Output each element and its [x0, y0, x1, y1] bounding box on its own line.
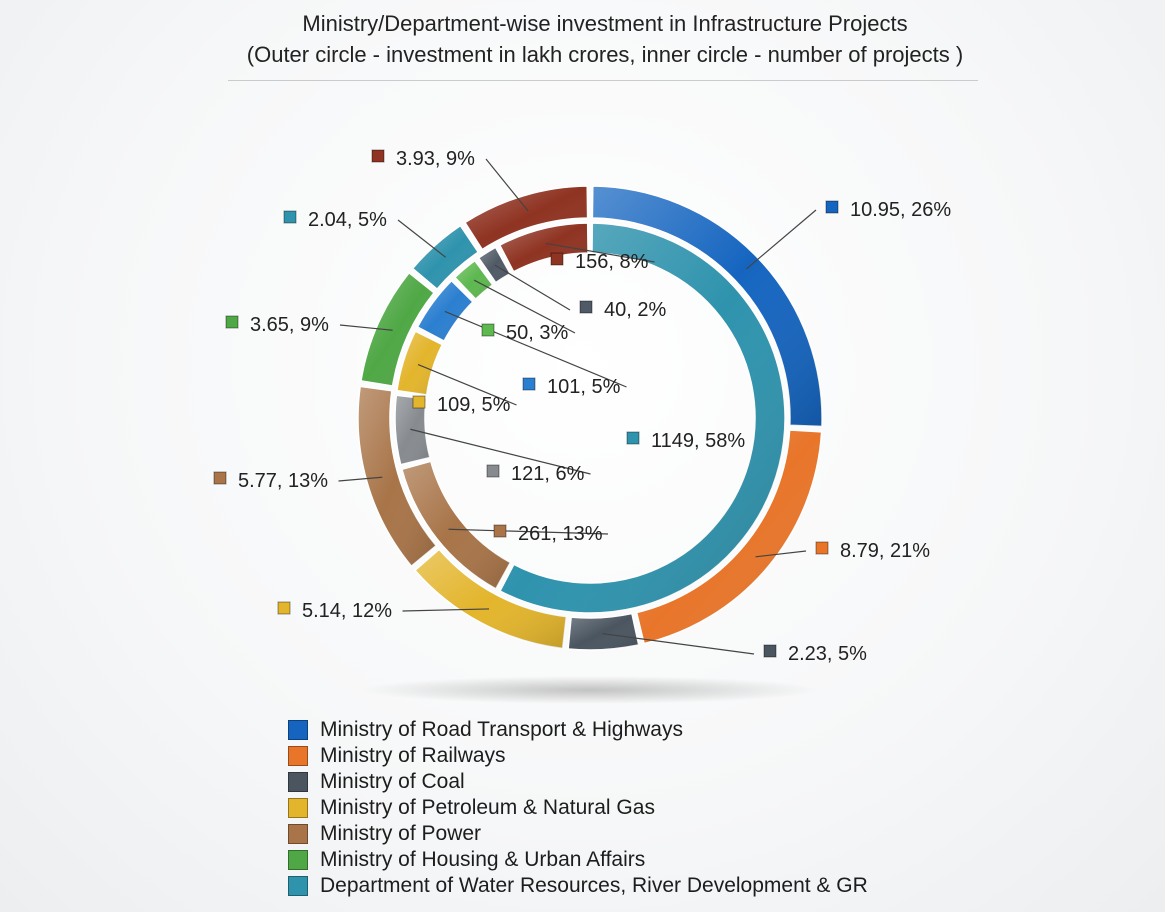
inner-data-label: 156, 8%	[575, 251, 649, 273]
inner-slice-sheen	[478, 247, 511, 283]
outer-leader-line	[339, 324, 393, 331]
outer-slice-sheen	[636, 430, 822, 644]
outer-label-marker	[815, 541, 829, 555]
outer-slice-sheen	[360, 272, 435, 387]
outer-leader-line	[755, 550, 807, 558]
inner-slice-sheen	[499, 223, 589, 272]
inner-leader-line	[444, 310, 627, 388]
outer-data-label: 10.95, 26%	[850, 199, 951, 221]
outer-data-label: 3.93, 9%	[396, 148, 475, 170]
outer-slice-sheen	[415, 549, 567, 649]
outer-data-label: 3.65, 9%	[250, 314, 329, 336]
outer-data-label: 2.23, 5%	[788, 643, 867, 665]
inner-data-label: 101, 5%	[547, 376, 621, 398]
legend-swatch	[288, 746, 308, 766]
inner-slice-sheen	[396, 331, 443, 395]
inner-data-label: 50, 3%	[506, 322, 568, 344]
chart-title: Ministry/Department-wise investment in I…	[302, 11, 908, 36]
legend-item-water: Department of Water Resources, River Dev…	[288, 873, 928, 899]
outer-leader-line	[602, 633, 755, 655]
legend-swatch	[288, 824, 308, 844]
inner-data-label: 261, 13%	[518, 523, 603, 545]
inner-label-marker	[481, 323, 495, 337]
inner-slice-sheen	[417, 280, 473, 341]
legend: Ministry of Road Transport & Highways Mi…	[288, 717, 928, 899]
inner-data-label: 109, 5%	[437, 394, 511, 416]
inner-label-marker	[522, 377, 536, 391]
outer-leader-line	[745, 209, 817, 270]
inner-leader-line	[545, 242, 655, 263]
inner-label-marker	[412, 395, 426, 409]
outer-leader-line	[397, 219, 447, 258]
outer-leader-line	[402, 608, 490, 612]
inner-slice-sheen	[401, 461, 511, 589]
inner-slice-sheen	[454, 260, 493, 300]
inner-data-label: 121, 6%	[511, 463, 585, 485]
legend-swatch	[288, 850, 308, 870]
outer-label-marker	[283, 210, 297, 224]
chart-subtitle: (Outer circle - investment in lakh crore…	[246, 42, 964, 67]
inner-label-marker	[550, 252, 564, 266]
outer-label-marker	[213, 471, 227, 485]
legend-label: Ministry of Road Transport & Highways	[320, 718, 683, 741]
outer-leader-line	[485, 158, 529, 212]
inner-ring	[394, 222, 786, 614]
outer-slice-sheen	[464, 186, 588, 250]
chart-shadow	[360, 676, 820, 704]
legend-swatch	[288, 720, 308, 740]
leader-lines	[338, 158, 817, 655]
legend-item-housing: Ministry of Housing & Urban Affairs	[288, 847, 928, 873]
legend-item-power: Ministry of Power	[288, 821, 928, 847]
legend-swatch	[288, 876, 308, 896]
outer-label-marker	[763, 644, 777, 658]
legend-label: Ministry of Housing & Urban Affairs	[320, 848, 646, 871]
outer-leader-line	[338, 476, 383, 482]
legend-swatch	[288, 798, 308, 818]
title-divider	[228, 80, 978, 81]
inner-data-label: 1149, 58%	[651, 430, 745, 452]
chart-title-block: Ministry/Department-wise investment in I…	[190, 8, 1020, 70]
inner-label-marker	[486, 464, 500, 478]
inner-label-marker	[493, 524, 507, 538]
inner-data-label: 40, 2%	[604, 299, 666, 321]
inner-slice-sheen	[500, 223, 786, 613]
legend-label: Ministry of Petroleum & Natural Gas	[320, 796, 655, 819]
legend-label: Ministry of Power	[320, 822, 482, 845]
outer-slice-sheen	[592, 186, 823, 427]
outer-data-label: 2.04, 5%	[308, 209, 387, 231]
legend-label: Department of Water Resources, River Dev…	[320, 874, 868, 897]
legend-label: Ministry of Coal	[320, 770, 465, 793]
inner-leader-line	[448, 528, 609, 535]
legend-item-railways: Ministry of Railways	[288, 743, 928, 769]
legend-item-coal: Ministry of Coal	[288, 769, 928, 795]
inner-label-marker	[626, 431, 640, 445]
inner-leader-line	[473, 279, 576, 334]
legend-item-road: Ministry of Road Transport & Highways	[288, 717, 928, 743]
outer-slice-sheen	[568, 613, 639, 650]
outer-label-marker	[371, 149, 385, 163]
legend-item-petroleum: Ministry of Petroleum & Natural Gas	[288, 795, 928, 821]
outer-data-label: 5.77, 13%	[238, 470, 328, 492]
outer-label-marker	[225, 315, 239, 329]
outer-slice-sheen	[358, 386, 437, 567]
outer-label-marker	[277, 601, 291, 615]
outer-label-marker	[825, 200, 839, 214]
inner-leader-line	[494, 264, 571, 311]
inner-leader-line	[417, 364, 517, 406]
inner-label-marker	[579, 300, 593, 314]
outer-data-label: 8.79, 21%	[840, 540, 930, 562]
legend-swatch	[288, 772, 308, 792]
inner-leader-line	[410, 428, 591, 475]
data-labels: 10.95, 26% 8.79, 21% 2.23, 5% 5.14, 12% 5.77…	[213, 148, 951, 665]
outer-data-label: 5.14, 12%	[302, 600, 392, 622]
legend-label: Ministry of Railways	[320, 744, 506, 767]
